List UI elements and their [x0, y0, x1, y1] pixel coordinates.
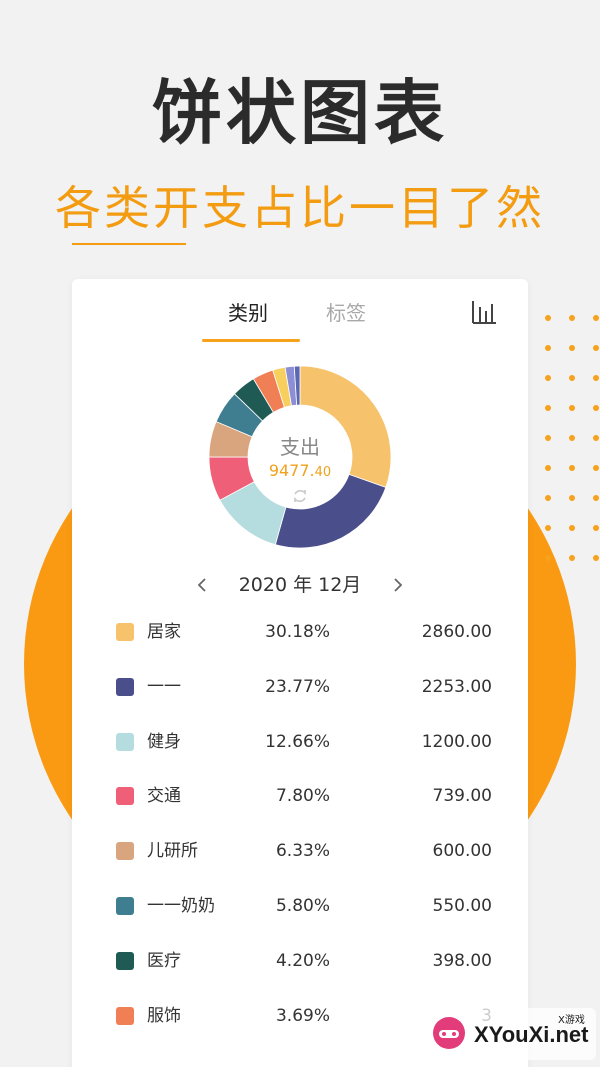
decorative-dot	[593, 345, 599, 351]
category-percent: 30.18%	[265, 622, 330, 642]
category-amount: 550.00	[432, 896, 492, 916]
gamepad-logo-icon	[433, 1017, 465, 1049]
category-row[interactable]: 健身 12.66% 1200.00	[72, 723, 528, 763]
category-amount: 2860.00	[421, 622, 492, 642]
decorative-dot	[545, 405, 551, 411]
decorative-dot	[569, 465, 575, 471]
statistics-card: 类别 标签 支出 9477.40 2020 年 12月 居家 30.18% 2860…	[72, 279, 528, 1067]
decorative-dot	[593, 375, 599, 381]
decorative-dot	[569, 435, 575, 441]
bar-chart-icon[interactable]	[470, 299, 498, 325]
decorative-dot	[593, 525, 599, 531]
donut-slice[interactable]	[299, 365, 392, 488]
category-color-swatch	[116, 897, 134, 915]
decorative-dot	[545, 495, 551, 501]
category-color-swatch	[116, 1006, 134, 1025]
subheadline-underline	[72, 243, 186, 245]
category-color-swatch	[116, 732, 134, 751]
page-subheadline: 各类开支占比一目了然	[55, 181, 545, 235]
decorative-dot	[545, 345, 551, 351]
category-amount: 2253.00	[421, 676, 492, 697]
category-color-swatch	[116, 677, 134, 696]
decorative-dot	[593, 465, 599, 471]
page-headline: 饼状图表	[152, 72, 448, 154]
decorative-dot	[569, 375, 575, 381]
decorative-dot	[545, 465, 551, 471]
donut-center-label: 支出	[280, 435, 320, 459]
category-row[interactable]: 医疗 4.20% 398.00	[72, 942, 528, 982]
swap-icon[interactable]	[290, 486, 310, 506]
chevron-right-icon[interactable]	[388, 571, 408, 599]
decorative-dot	[593, 315, 599, 321]
decorative-dot	[545, 525, 551, 531]
category-name: 交通	[147, 786, 181, 807]
total-integer: 9477.	[268, 461, 315, 480]
category-percent: 6.33%	[275, 841, 330, 862]
category-name: 一一奶奶	[147, 896, 215, 916]
category-name: 医疗	[147, 950, 181, 971]
total-decimal: 40	[314, 465, 332, 480]
category-percent: 5.80%	[275, 896, 330, 916]
category-name: 儿研所	[147, 841, 198, 862]
decorative-dot	[593, 405, 599, 411]
tab-bar: 类别 标签	[72, 279, 528, 343]
category-row[interactable]: 居家 30.18% 2860.00	[72, 613, 528, 653]
decorative-dot	[569, 555, 575, 561]
decorative-dot	[569, 495, 575, 501]
category-row[interactable]: 一一 23.77% 2253.00	[72, 668, 528, 708]
category-amount: 398.00	[432, 950, 492, 971]
decorative-dot	[545, 375, 551, 381]
category-percent: 23.77%	[265, 676, 330, 697]
active-tab-indicator	[202, 339, 300, 342]
decorative-dot	[593, 555, 599, 561]
tab-category[interactable]: 类别	[228, 301, 268, 325]
decorative-dot	[569, 345, 575, 351]
donut-center-total: 9477.40	[208, 461, 392, 480]
month-selector: 2020 年 12月	[72, 567, 528, 603]
decorative-dot	[569, 405, 575, 411]
category-row[interactable]: 儿研所 6.33% 600.00	[72, 832, 528, 872]
chevron-left-icon[interactable]	[192, 571, 212, 599]
decorative-dot	[593, 495, 599, 501]
category-name: 服饰	[147, 1005, 181, 1026]
decorative-dot	[545, 555, 551, 561]
donut-slice[interactable]	[293, 365, 301, 406]
category-amount: 1200.00	[421, 731, 492, 752]
watermark: XYouXi.net X游戏	[426, 1008, 596, 1060]
decorative-dot	[569, 525, 575, 531]
category-percent: 3.69%	[275, 1005, 330, 1026]
decorative-dot	[593, 435, 599, 441]
tab-tag[interactable]: 标签	[326, 301, 366, 325]
category-color-swatch	[116, 787, 134, 806]
decorative-dot	[545, 315, 551, 321]
category-name: 一一	[147, 676, 181, 697]
category-name: 居家	[147, 622, 181, 642]
category-amount: 739.00	[432, 786, 492, 807]
decorative-dot	[545, 435, 551, 441]
category-row[interactable]: 一一奶奶 5.80% 550.00	[72, 887, 528, 927]
category-row[interactable]: 交通 7.80% 739.00	[72, 777, 528, 817]
category-percent: 12.66%	[265, 731, 330, 752]
watermark-small-text: X游戏	[558, 1015, 585, 1026]
category-percent: 7.80%	[275, 786, 330, 807]
category-color-swatch	[116, 951, 134, 970]
watermark-text: XYouXi.net	[474, 1022, 589, 1047]
category-amount: 600.00	[432, 841, 492, 862]
decorative-dot	[569, 315, 575, 321]
category-percent: 4.20%	[275, 950, 330, 971]
decorative-dots	[545, 315, 599, 561]
category-color-swatch	[116, 842, 134, 861]
category-donut-chart[interactable]	[208, 365, 392, 549]
category-name: 健身	[147, 731, 181, 752]
month-label: 2020 年 12月	[238, 574, 362, 596]
category-color-swatch	[116, 623, 134, 641]
